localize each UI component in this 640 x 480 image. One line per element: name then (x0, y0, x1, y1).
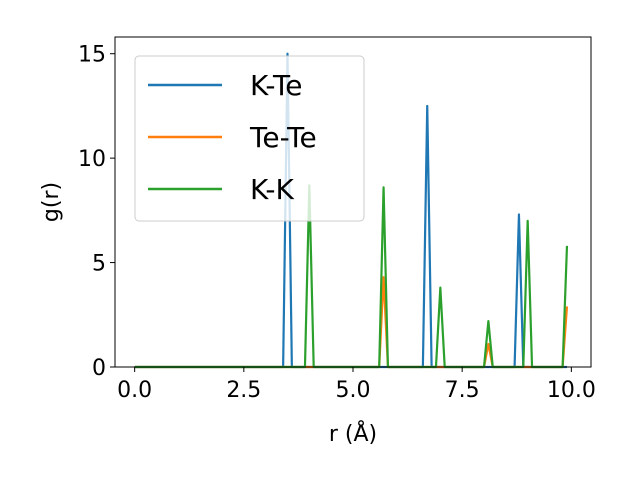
legend-label: K-Te (250, 69, 303, 102)
legend-box (134, 55, 365, 222)
y-tick-label: 0 (92, 356, 106, 381)
x-tick-label: 0.0 (117, 378, 152, 403)
x-tick-label: 7.5 (445, 378, 480, 403)
y-tick-label: 5 (92, 252, 106, 277)
legend: K-Te Te-Te K-K (134, 55, 365, 222)
series-line-1 (134, 276, 569, 369)
x-axis-ticks: 0.0 2.5 5.0 7.5 10.0 (117, 367, 596, 403)
y-axis-label: g(r) (39, 182, 64, 222)
series-line-2 (134, 184, 569, 369)
legend-label: Te-Te (249, 121, 317, 154)
x-tick-label: 10.0 (547, 378, 596, 403)
y-tick-label: 10 (78, 147, 106, 172)
legend-label: K-K (250, 173, 295, 206)
x-tick-label: 5.0 (336, 378, 371, 403)
x-axis-label: r (Å) (329, 420, 377, 447)
y-tick-label: 15 (78, 43, 106, 68)
x-tick-label: 2.5 (226, 378, 261, 403)
y-axis-ticks: 0 5 10 15 (78, 43, 115, 381)
